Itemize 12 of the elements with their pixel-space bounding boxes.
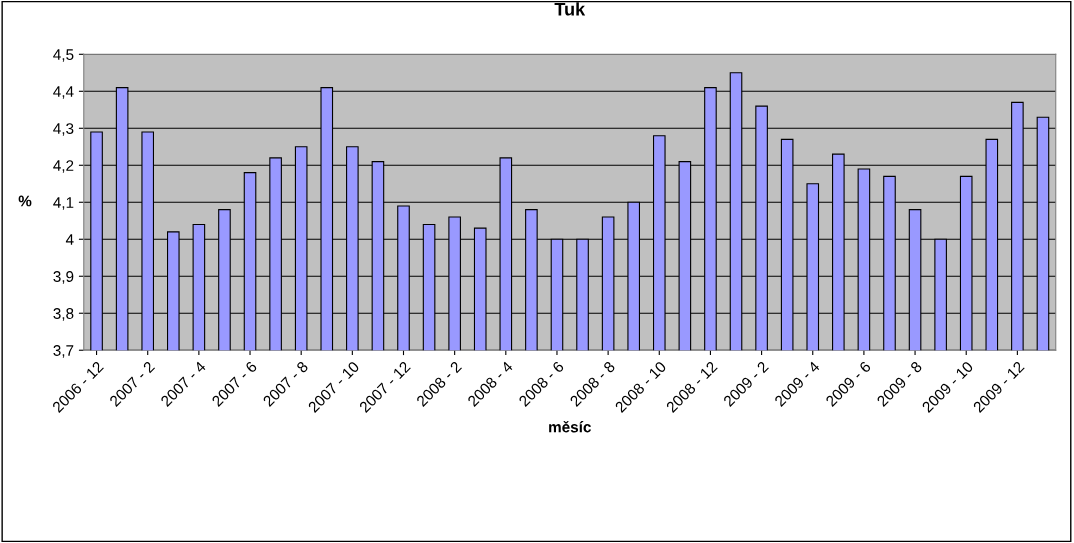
x-axis-title: měsíc [549, 420, 591, 433]
y-tick-label: 4,1 [53, 197, 74, 210]
chart-title: Tuk [554, 2, 586, 16]
y-axis-title: % [18, 195, 32, 207]
y-tick-label: 4 [65, 234, 74, 245]
y-tick-label: 4,5 [53, 49, 74, 62]
y-tick-label: 4,3 [53, 123, 74, 136]
y-tick-label: 3,9 [53, 271, 74, 284]
y-tick-label: 3,7 [53, 345, 74, 358]
y-tick-label: 4,2 [53, 160, 74, 173]
y-tick-label: 4,4 [53, 86, 74, 99]
y-tick-label: 3,8 [53, 308, 74, 321]
